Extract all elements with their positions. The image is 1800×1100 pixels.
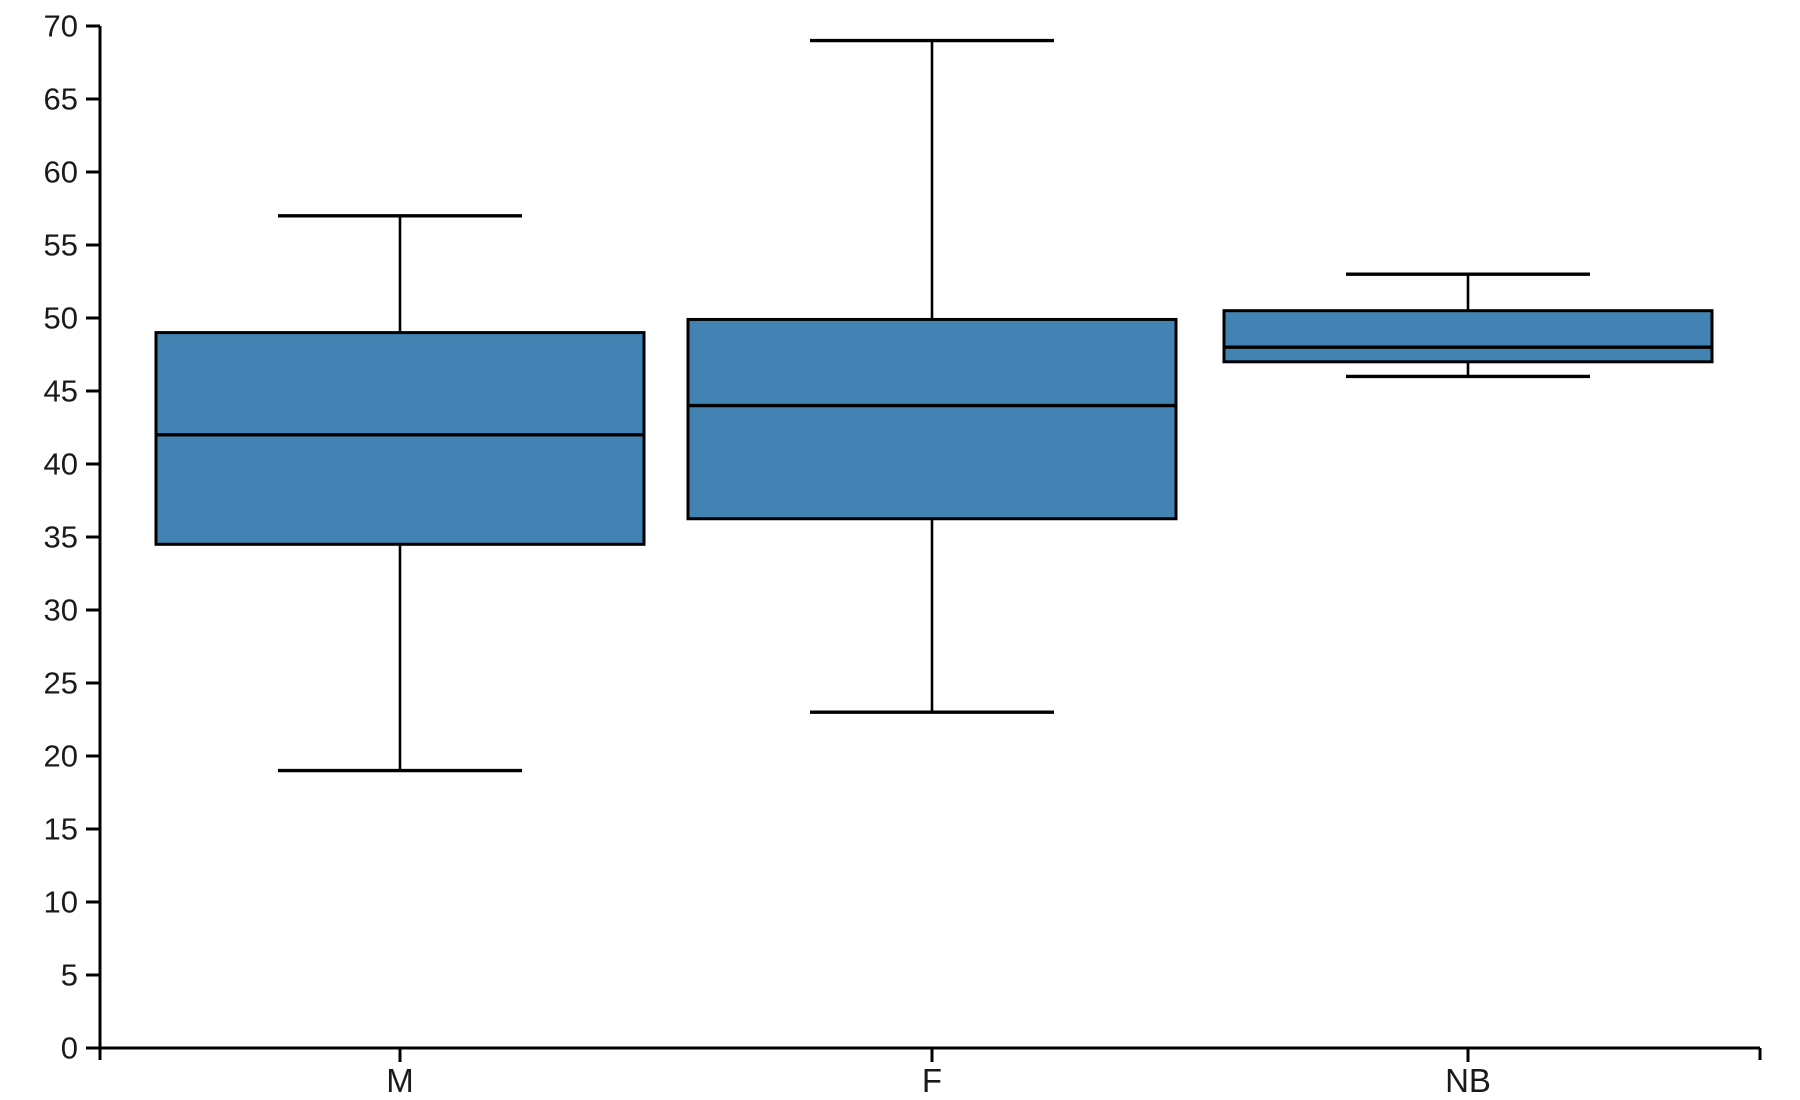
y-tick-label: 60 bbox=[44, 155, 78, 190]
y-tick-label: 15 bbox=[44, 812, 78, 847]
y-tick-label: 25 bbox=[44, 666, 78, 701]
box-M bbox=[154, 331, 646, 546]
y-tick-label: 5 bbox=[61, 958, 78, 993]
y-tick-label: 20 bbox=[44, 739, 78, 774]
x-tick-label-M: M bbox=[386, 1062, 414, 1099]
y-tick-label: 50 bbox=[44, 301, 78, 336]
y-tick-label: 30 bbox=[44, 593, 78, 628]
y-tick-label: 70 bbox=[44, 9, 78, 44]
y-tick-label: 0 bbox=[61, 1031, 78, 1066]
y-tick-label: 45 bbox=[44, 374, 78, 409]
y-tick-label: 55 bbox=[44, 228, 78, 263]
box-NB bbox=[1222, 309, 1714, 364]
x-tick-label-NB: NB bbox=[1445, 1062, 1491, 1099]
y-tick-label: 10 bbox=[44, 885, 78, 920]
box-F bbox=[686, 317, 1178, 521]
x-tick-label-F: F bbox=[922, 1062, 942, 1099]
y-tick-label: 40 bbox=[44, 447, 78, 482]
y-tick-label: 65 bbox=[44, 82, 78, 117]
y-tick-label: 35 bbox=[44, 520, 78, 555]
